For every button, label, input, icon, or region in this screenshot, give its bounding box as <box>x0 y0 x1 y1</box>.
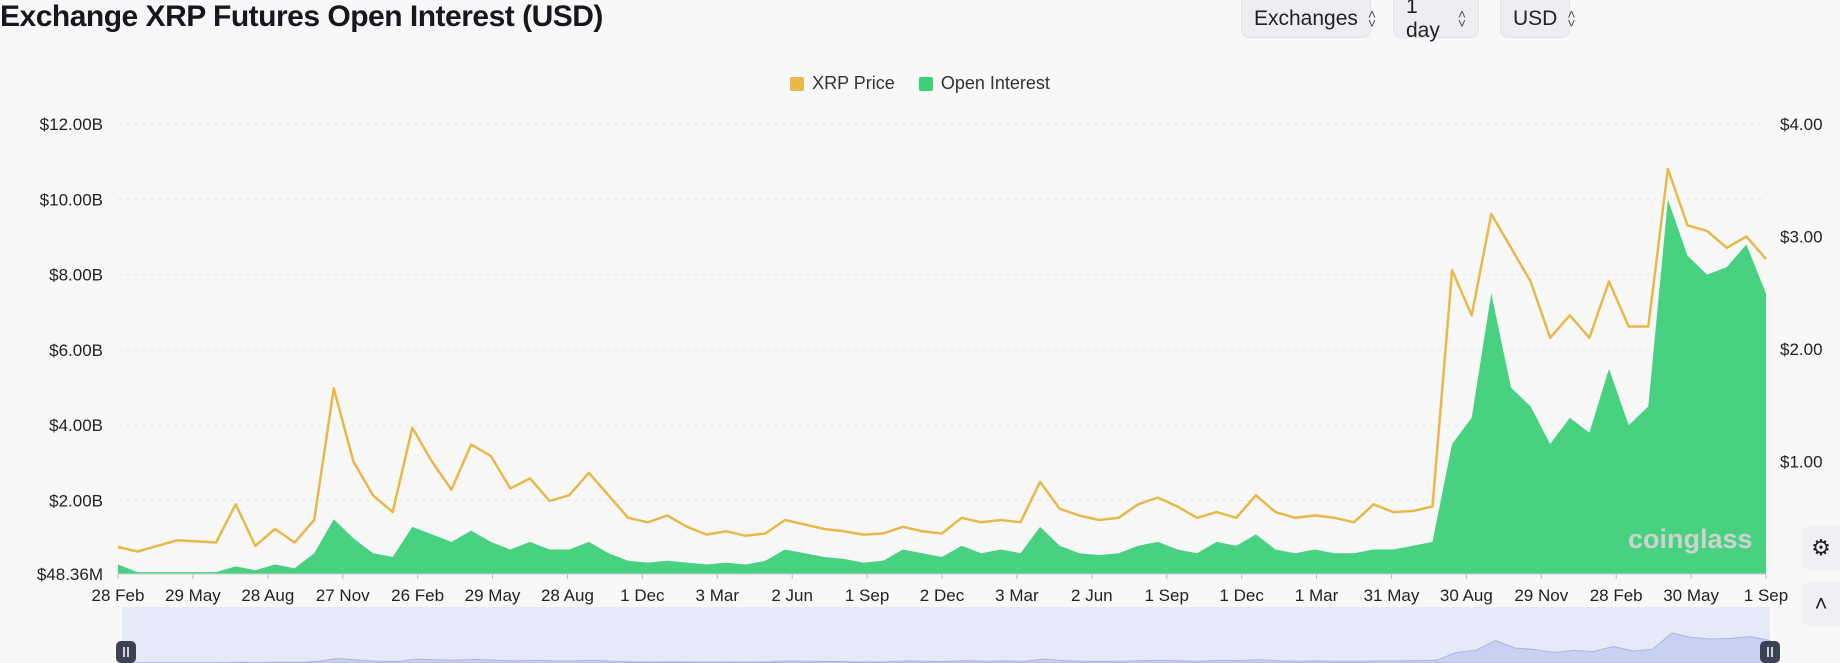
left-axis: $48.36M $2.00B $4.00B $6.00B $8.00B $10.00B $1… <box>37 115 103 584</box>
left-axis-tick-label: $12.00B <box>40 115 103 134</box>
x-axis-tick-label: 1 Sep <box>1145 586 1189 605</box>
navigator-series <box>121 632 1771 663</box>
x-axis-tick-label: 26 Feb <box>391 586 444 605</box>
legend-item-open-interest[interactable]: Open Interest <box>918 73 1050 94</box>
x-axis: 28 Feb 29 May 28 Aug 27 Nov 26 Feb 29 May 28 A… <box>92 573 1788 605</box>
open-interest-area <box>118 199 1766 575</box>
x-axis-tick-label: 28 Feb <box>1590 586 1643 605</box>
currency-select[interactable]: USD ˄ ˅ <box>1500 0 1576 38</box>
x-axis-tick-label: 1 Sep <box>845 586 889 605</box>
legend-item-price[interactable]: XRP Price <box>790 73 895 94</box>
interval-select-label: 1 day <box>1406 0 1440 42</box>
interval-select[interactable]: 1 day ˄ ˅ <box>1393 0 1479 42</box>
legend-swatch-price <box>790 76 805 91</box>
left-axis-tick-label: $8.00B <box>49 266 103 285</box>
x-axis-tick-label: 30 Aug <box>1440 586 1493 605</box>
exchanges-select-label: Exchanges <box>1254 6 1358 30</box>
legend-swatch-open-interest <box>918 76 933 91</box>
x-axis-tick-label: 29 May <box>465 586 521 605</box>
chevron-up-icon: ˄ <box>1814 591 1828 616</box>
sort-chevrons-icon: ˄ ˅ <box>1567 5 1576 31</box>
exchanges-select[interactable]: Exchanges ˄ ˅ <box>1241 0 1376 38</box>
left-axis-tick-label: $10.00B <box>40 190 103 209</box>
right-axis-tick-label: $1.00 <box>1780 453 1823 472</box>
x-axis-tick-label: 28 Aug <box>541 586 594 605</box>
navigator-handle-right[interactable] <box>1760 641 1780 663</box>
x-axis-tick-label: 30 May <box>1663 586 1719 605</box>
x-axis-tick-label: 2 Jun <box>1071 586 1113 605</box>
right-axis-tick-label: $3.00 <box>1780 228 1823 247</box>
x-axis-tick-label: 31 May <box>1364 586 1420 605</box>
legend-label-open-interest: Open Interest <box>940 73 1050 93</box>
x-axis-tick-label: 2 Dec <box>920 586 965 605</box>
x-axis-tick-label: 3 Mar <box>995 586 1039 605</box>
alert-button[interactable]: ⚙ <box>1802 526 1840 570</box>
price-layer <box>117 167 1767 553</box>
x-axis-tick-label: 1 Dec <box>620 586 665 605</box>
x-axis-tick-label: 1 Mar <box>1295 586 1339 605</box>
x-axis-tick-label: 29 May <box>165 586 221 605</box>
x-axis-tick-label: 1 Sep <box>1744 586 1788 605</box>
x-axis-tick-label: 3 Mar <box>696 586 740 605</box>
x-axis-tick-label: 28 Aug <box>241 586 294 605</box>
navigator-handle-left[interactable] <box>116 641 136 663</box>
xrp-price-line <box>117 167 1767 553</box>
page-title: Exchange XRP Futures Open Interest (USD) <box>0 0 603 33</box>
right-axis-tick-label: $4.00 <box>1780 115 1823 134</box>
range-navigator <box>116 607 1780 663</box>
legend-label-price: XRP Price <box>812 73 895 93</box>
left-axis-tick-label: $2.00B <box>49 492 103 511</box>
left-axis-tick-label: $48.36M <box>37 565 103 584</box>
right-axis-tick-label: $2.00 <box>1780 340 1823 359</box>
left-axis-tick-label: $6.00B <box>49 341 103 360</box>
left-axis-tick-label: $4.00B <box>49 416 103 435</box>
chart-grid <box>118 123 1766 502</box>
alert-gear-icon: ⚙ <box>1811 535 1831 560</box>
right-axis: $1.00 $2.00 $3.00 $4.00 <box>1780 115 1823 472</box>
currency-select-label: USD <box>1513 6 1558 30</box>
sort-chevrons-icon: ˄ ˅ <box>1367 5 1377 31</box>
x-axis-tick-label: 2 Jun <box>771 586 813 605</box>
x-axis-tick-label: 27 Nov <box>316 586 370 605</box>
sort-chevrons-icon: ˄ ˅ <box>1457 5 1466 31</box>
x-axis-tick-label: 1 Dec <box>1219 586 1264 605</box>
scroll-top-button[interactable]: ˄ <box>1802 582 1840 626</box>
chart-legend: XRP Price Open Interest <box>0 73 1840 94</box>
x-axis-tick-label: 28 Feb <box>92 586 145 605</box>
open-interest-layer <box>118 199 1766 575</box>
watermark-text: coinglass <box>1628 524 1753 554</box>
x-axis-tick-label: 29 Nov <box>1514 586 1568 605</box>
